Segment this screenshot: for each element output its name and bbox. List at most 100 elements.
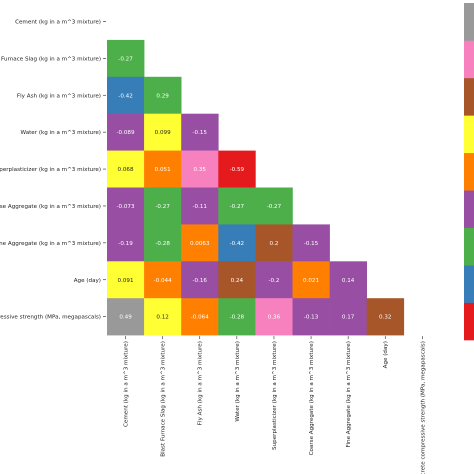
- row-tick-label: Water (kg in a m^3 mixture): [21, 130, 101, 136]
- row-tick-label: Superplasticizer (kg in a m^3 mixture): [0, 167, 101, 173]
- column-tick-label: Water (kg in a m^3 mixture): [235, 341, 241, 421]
- heatmap-cell: [107, 224, 145, 262]
- heatmap-cell: [181, 224, 219, 262]
- row-tick-label: Fly Ash (kg in a m^3 mixture): [17, 93, 101, 99]
- heatmap-cell: [255, 261, 293, 299]
- cell-value-label: -0.28: [155, 241, 170, 247]
- cell-value-label: -0.42: [118, 93, 132, 99]
- colorbar-segment: [464, 302, 474, 341]
- cell-value-label: -0.044: [154, 278, 172, 284]
- cell-value-label: 0.29: [156, 93, 169, 99]
- colorbar: [464, 3, 474, 341]
- heatmap-cell: [181, 298, 219, 336]
- heatmap-cell: [218, 187, 256, 225]
- heatmap-cell: [255, 224, 293, 262]
- heatmap-cell: [329, 261, 367, 299]
- cell-value-label: 0.051: [155, 167, 171, 173]
- cell-value-label: -0.073: [117, 204, 135, 210]
- heatmap-cell: [144, 150, 182, 188]
- heatmap-cell: [181, 150, 219, 188]
- heatmap-cells: -0.27 -0.42 0.29 -0.089 0.099 -0.15 0.068 0.051…: [107, 39, 405, 336]
- colorbar-segment: [464, 3, 474, 41]
- cell-value-label: -0.42: [230, 241, 244, 247]
- heatmap-cell: [107, 39, 145, 78]
- cell-value-label: 0.068: [118, 167, 134, 173]
- heatmap-cell: [144, 298, 182, 336]
- cell-value-label: -0.59: [230, 167, 245, 173]
- column-tick-label: Blast Furnace Slag (kg in a m^3 mixture): [161, 341, 167, 457]
- heatmap-cell: [107, 76, 145, 114]
- heatmap-cell: [107, 261, 145, 299]
- cell-value-label: 0.49: [119, 315, 132, 321]
- cell-value-label: 0.12: [156, 315, 168, 321]
- cell-value-label: -0.15: [193, 130, 208, 136]
- colorbar-segment: [464, 227, 474, 266]
- cell-value-label: -0.16: [193, 278, 208, 284]
- cell-value-label: -0.064: [191, 315, 209, 321]
- cell-value-label: 0.24: [231, 278, 244, 284]
- cell-value-label: -0.11: [193, 204, 208, 210]
- cell-value-label: -0.27: [267, 204, 282, 210]
- cell-value-label: -0.2: [268, 278, 279, 284]
- cell-value-label: -0.15: [304, 241, 319, 247]
- colorbar-segment: [464, 190, 474, 228]
- colorbar-segment: [464, 40, 474, 79]
- row-tick-label: Cement (kg in a m^3 mixture): [15, 19, 101, 25]
- heatmap-cell: [292, 298, 330, 336]
- cell-value-label: 0.14: [342, 278, 355, 284]
- row-tick-label: Fine Aggregate (kg in a m^3 mixture): [0, 241, 101, 247]
- cell-value-label: -0.27: [118, 56, 133, 62]
- heatmap-cell: [255, 298, 293, 336]
- cell-value-label: 0.35: [194, 167, 207, 173]
- cell-value-label: 0.2: [269, 241, 278, 247]
- heatmap-cell: [218, 150, 256, 188]
- heatmap-cell: [366, 298, 405, 336]
- column-tick-labels: Cement (kg in a m^3 mixture) Blast Furnac…: [124, 336, 426, 474]
- colorbar-segment: [464, 265, 474, 303]
- row-tick-label: Coarse Aggregate (kg in a m^3 mixture): [0, 204, 101, 210]
- heatmap-cell: [107, 187, 145, 225]
- row-tick-label: Blast Furnace Slag (kg in a m^3 mixture): [0, 56, 101, 62]
- column-tick-label: Superplasticizer (kg in a m^3 mixture): [272, 341, 278, 450]
- cell-value-label: -0.13: [304, 315, 319, 321]
- cell-value-label: 0.091: [118, 278, 134, 284]
- heatmap-cell: [107, 113, 145, 151]
- heatmap-cell: [218, 261, 256, 299]
- cell-value-label: 0.099: [155, 130, 171, 136]
- colorbar-segment: [464, 77, 474, 116]
- row-tick-label: compressive strength (MPa, megapascals): [0, 315, 101, 321]
- heatmap-cell: [218, 224, 256, 262]
- column-tick-label: Age (day): [383, 341, 389, 368]
- column-tick-label: Cement (kg in a m^3 mixture): [124, 341, 130, 427]
- cell-value-label: -0.28: [230, 315, 245, 321]
- heatmap-cell: [181, 113, 219, 151]
- row-tick-labels: Cement (kg in a m^3 mixture) Blast Furnac…: [0, 19, 106, 321]
- cell-value-label: 0.32: [379, 315, 391, 321]
- heatmap-cell: [218, 298, 256, 336]
- colorbar-segment: [464, 152, 474, 191]
- heatmap-cell: [107, 298, 145, 336]
- heatmap-cell: [144, 76, 182, 114]
- heatmap-cell: [292, 224, 330, 262]
- heatmap-cell: [329, 298, 367, 336]
- column-tick-label: Concrete compressive strength (MPa, mega…: [420, 341, 426, 474]
- heatmap-cell: [144, 187, 182, 225]
- heatmap-cell: [107, 150, 145, 188]
- column-tick-label: Fly Ash (kg in a m^3 mixture): [198, 341, 204, 425]
- heatmap-cell: [181, 261, 219, 299]
- cell-value-label: -0.27: [155, 204, 170, 210]
- cell-value-label: -0.19: [118, 241, 133, 247]
- heatmap-cell: [292, 261, 330, 299]
- heatmap-cell: [181, 187, 219, 225]
- cell-value-label: 0.021: [303, 278, 319, 284]
- column-tick-label: Coarse Aggregate (kg in a m^3 mixture): [309, 341, 315, 455]
- row-tick-label: Age (day): [74, 278, 101, 284]
- cell-value-label: 0.17: [342, 315, 355, 321]
- heatmap-cell: [144, 261, 182, 299]
- column-tick-label: Fine Aggregate (kg in a m^3 mixture): [346, 341, 352, 447]
- heatmap-cell: [255, 187, 293, 225]
- colorbar-segment: [464, 115, 474, 154]
- cell-value-label: 0.0063: [190, 241, 210, 247]
- cell-value-label: -0.089: [117, 130, 135, 136]
